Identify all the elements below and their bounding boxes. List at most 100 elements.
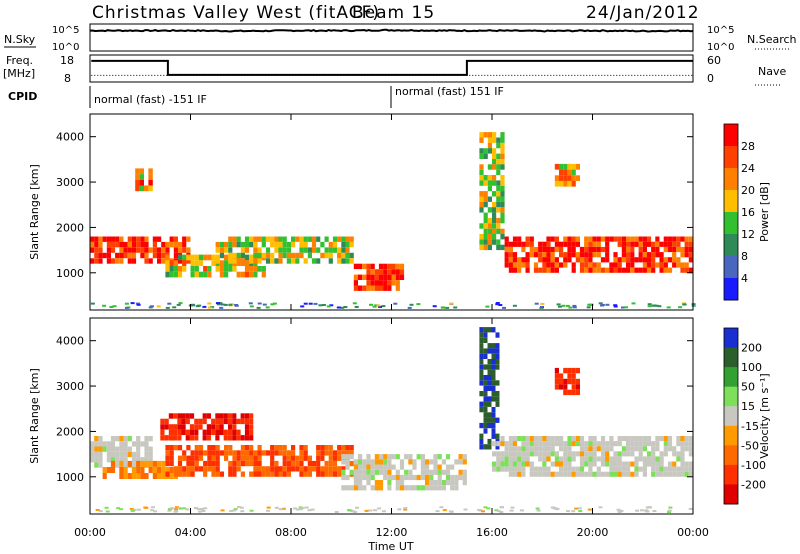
power-cells-cell <box>584 246 589 253</box>
vel-cells-ground-cell <box>403 508 408 511</box>
vel-cells-cell <box>425 480 430 486</box>
vel-cells-cell <box>634 461 639 467</box>
vel-cells-cell <box>98 441 103 447</box>
vel-cells-cell <box>177 445 183 451</box>
colorbar-tick-label: 200 <box>741 342 762 355</box>
power-cells-cell <box>546 236 551 242</box>
power-cells-cell <box>676 262 681 268</box>
vel-cells-cell <box>504 446 509 452</box>
power-cells-cell <box>596 236 601 242</box>
power-cells-ground-cell <box>329 304 334 307</box>
power-cells-cell <box>303 241 308 248</box>
vel-cells-cell <box>596 466 601 472</box>
power-cells-cell <box>483 175 488 181</box>
power-cells-cell <box>496 180 501 186</box>
vel-cells-ground-cell <box>232 509 237 512</box>
colorbar-swatch <box>724 168 738 191</box>
power-cells-cell <box>173 252 178 259</box>
nsky-tick-bottom: 10^0 <box>52 42 79 53</box>
vel-cells-cell <box>479 332 484 338</box>
vel-cells-cell <box>563 446 568 452</box>
vel-cells-cell <box>542 471 547 477</box>
power-cells-cell <box>592 267 597 273</box>
vel-cells-cell <box>244 460 250 467</box>
vel-cells-cell <box>236 460 241 467</box>
cpid-segment-2: normal (fast) 151 IF <box>395 85 504 98</box>
power-cells-cell <box>106 252 111 259</box>
vel-cells-cell <box>257 471 262 477</box>
power-cells-cell <box>395 274 400 280</box>
power-cells-cell <box>529 236 534 242</box>
vel-cells-cell <box>605 446 610 452</box>
vel-cells-cell <box>579 436 585 442</box>
power-cells-cell <box>240 258 245 264</box>
power-cells-ground-cell <box>207 302 212 305</box>
power-cells-ground-cell <box>354 306 359 308</box>
power-cells-cell <box>194 260 199 266</box>
vel-cells-cell <box>529 446 534 452</box>
power-cells-cell <box>533 262 539 268</box>
vel-cells-cell <box>433 469 438 475</box>
power-cells-cell <box>634 257 639 263</box>
power-cells-cell <box>680 267 685 273</box>
vel-cells-cell <box>542 466 547 472</box>
power-cells-cell <box>500 212 505 218</box>
power-cells-cell <box>215 247 220 253</box>
power-cells-cell <box>194 271 199 278</box>
vel-cells-cell <box>123 441 128 447</box>
power-cells-cell <box>571 163 576 170</box>
vel-cells-cell <box>131 473 137 479</box>
vel-cells-cell <box>688 441 693 447</box>
vel-cells-cell <box>328 455 333 461</box>
power-cells-cell <box>311 258 317 264</box>
vel-cells-cell <box>487 375 492 381</box>
vel-cells-cell <box>383 459 388 465</box>
vel-cells-cell <box>483 412 488 418</box>
power-cells-cell <box>538 252 543 258</box>
vel-cells-cell <box>110 457 116 463</box>
vel-cells-cell <box>303 466 308 472</box>
x-tick-label: 00:00 <box>677 526 709 539</box>
power-cells-cell <box>232 258 237 264</box>
power-cells-cell <box>244 254 250 261</box>
power-cells-cell <box>542 257 547 263</box>
power-cells-cell <box>500 234 505 240</box>
power-cells-cell <box>655 241 660 247</box>
vel-cells-cell <box>550 446 555 452</box>
power-heatmap <box>90 132 696 309</box>
vel-cells-cell <box>286 471 291 477</box>
power-cells-cell <box>249 258 254 264</box>
power-cells-cell <box>148 258 153 264</box>
power-cells-cell <box>646 241 652 247</box>
vel-cells-ground-cell <box>300 507 305 510</box>
power-cells-cell <box>337 252 342 259</box>
vel-cells-cell <box>525 451 530 457</box>
power-cells-ground-cell <box>112 305 117 308</box>
vel-cells-cell <box>353 480 358 486</box>
power-cells-cell <box>504 236 509 242</box>
power-cells-cell <box>496 153 501 159</box>
power-cells-cell <box>378 285 384 291</box>
power-cells-cell <box>483 191 488 197</box>
vel-cells-cell <box>186 466 191 472</box>
colorbar-tick-label: 50 <box>741 381 755 394</box>
power-cells-ground-cell <box>308 302 313 305</box>
power-cells-cell <box>244 236 250 242</box>
vel-cells-cell <box>659 451 664 457</box>
vel-cells-ground-cell <box>233 508 238 511</box>
power-cells-cell <box>663 236 668 242</box>
power-cells-cell <box>366 263 371 270</box>
power-cells-cell <box>512 241 518 247</box>
vel-cells-cell <box>462 454 467 460</box>
power-cells-cell <box>525 267 530 273</box>
power-cells-cell <box>328 252 333 259</box>
power-cells-cell <box>554 180 559 187</box>
vel-cells-cell <box>630 461 635 467</box>
power-cells-cell <box>106 236 111 242</box>
power-cells-cell <box>479 244 484 251</box>
power-cells-cell <box>638 252 643 258</box>
vel-cells-ground-cell <box>574 507 579 510</box>
power-cells-cell <box>186 236 191 242</box>
vel-cells-cell <box>638 451 643 457</box>
vel-cells-cell <box>324 460 329 467</box>
